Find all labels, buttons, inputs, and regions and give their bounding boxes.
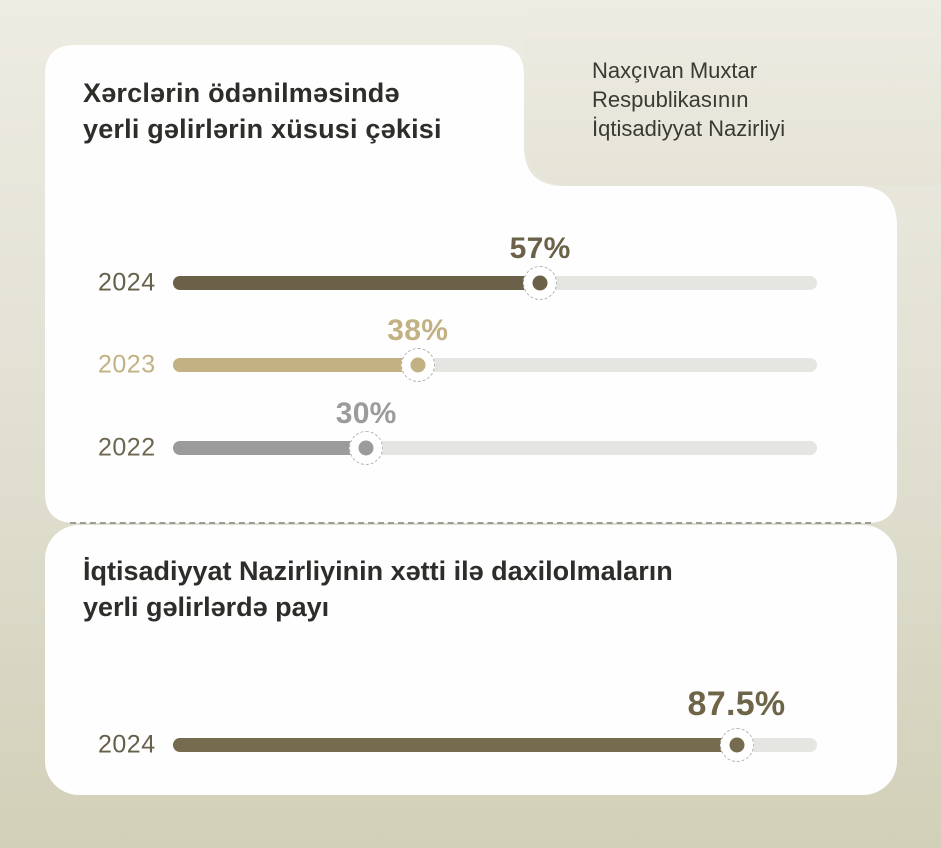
year-label: 2024 <box>98 268 156 297</box>
year-label: 2024 <box>98 730 156 759</box>
text-line: Respublikasının <box>592 87 749 112</box>
bottom-chart-card: İqtisadiyyat Nazirliyinin xətti ilə daxi… <box>45 525 897 795</box>
text-line: İqtisadiyyat Nazirliyinin xətti ilə daxi… <box>83 556 673 586</box>
slider-knob <box>400 348 435 382</box>
slider-fill <box>173 738 737 752</box>
top-chart-rows: 2024 57% 2023 38% 2022 30% <box>98 45 817 525</box>
text-line: yerli gəlirlərin xüsusi çəkisi <box>83 114 442 144</box>
dashed-divider <box>70 522 871 524</box>
value-label: 57% <box>509 232 571 265</box>
year-label: 2023 <box>98 350 156 379</box>
slider-fill <box>173 276 541 290</box>
slider-fill <box>173 358 418 372</box>
slider-track: 87.5% <box>173 685 817 762</box>
bottom-chart-title: İqtisadiyyat Nazirliyinin xətti ilə daxi… <box>83 553 673 625</box>
slider-knob <box>349 431 384 465</box>
bottom-chart-rows: 2024 87.5% <box>98 525 817 795</box>
year-label: 2022 <box>98 433 156 462</box>
org-tab: Naxçıvan Muxtar Respublikasının İqtisadiyy… <box>524 0 941 186</box>
text-line: yerli gəlirlərdə payı <box>83 592 330 622</box>
slider-knob <box>719 728 754 762</box>
slider-track: 38% <box>173 314 817 382</box>
value-label: 30% <box>335 397 397 430</box>
top-chart-title: Xərclərin ödənilməsində yerli gəlirlərin … <box>83 75 442 147</box>
slider-track: 57% <box>173 232 817 300</box>
org-name: Naxçıvan Muxtar Respublikasının İqtisadiyy… <box>592 56 785 143</box>
text-line: Naxçıvan Muxtar <box>592 58 758 83</box>
top-chart-card: Xərclərin ödənilməsində yerli gəlirlərin … <box>45 45 897 525</box>
value-label: 38% <box>387 314 449 347</box>
slider-knob <box>523 266 558 300</box>
text-line: Xərclərin ödənilməsində <box>83 78 400 108</box>
text-line: İqtisadiyyat Nazirliyi <box>592 116 786 141</box>
value-label: 87.5% <box>687 685 786 723</box>
slider-track: 30% <box>173 397 817 465</box>
slider-fill <box>173 441 367 455</box>
